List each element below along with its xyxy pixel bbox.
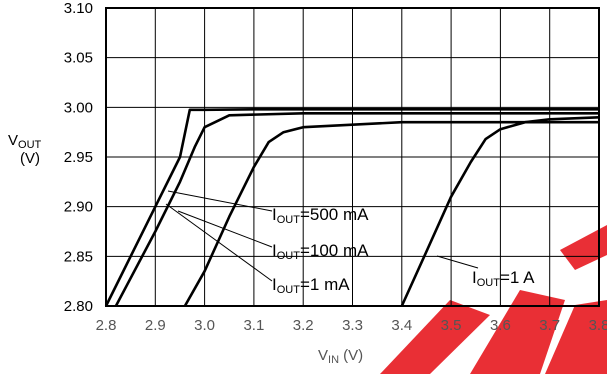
x-tick-label: 2.9 [145,317,166,334]
x-axis-label-sub: IN [328,354,339,366]
y-tick-labels: 2.80 2.85 2.90 2.95 3.00 3.05 3.10 [64,0,93,315]
x-tick-label: 3.1 [243,317,264,334]
annotation-leader-0 [167,190,273,212]
y-axis-label-main: V [8,132,18,149]
series-line-2 [183,120,599,307]
y-tick-label: 3.00 [64,99,93,116]
y-tick-label: 2.95 [64,149,93,166]
plot-frame [105,7,600,307]
x-tick-label: 3.7 [539,317,560,334]
y-tick-label: 2.80 [64,298,93,315]
series-annotation-label: IOUT=100 mA [272,241,369,262]
x-tick-label: 3.8 [589,317,607,334]
series-annotation-label: IOUT=500 mA [272,205,369,226]
series-line-3 [400,116,600,307]
x-tick-label: 3.4 [391,317,412,334]
x-axis-label-unit: (V) [339,347,363,364]
y-tick-label: 2.85 [64,248,93,265]
annotation-leader-3 [436,255,479,269]
x-tick-label: 3.3 [342,317,363,334]
y-tick-label: 3.10 [64,0,93,17]
x-axis-label: VIN (V) [318,347,363,366]
watermark-logo [380,225,607,374]
x-tick-label: 3.2 [293,317,314,334]
annotation-leader-1 [177,210,273,248]
series-line-0 [104,108,599,307]
x-tick-label: 3.6 [490,317,511,334]
x-tick-label: 3.5 [441,317,462,334]
y-tick-label: 3.05 [64,50,93,67]
series-line-1 [114,112,599,307]
y-axis-label: VOUT [8,132,42,151]
series-annotation-label: IOUT=1 mA [272,275,350,296]
y-axis-unit: (V) [20,150,40,167]
series-annotation-label: IOUT=1 A [472,268,535,289]
series-annotations: IOUT=500 mA IOUT=100 mA IOUT=1 mA IOUT=1 A [272,205,535,296]
series-lines [104,108,600,307]
x-tick-label: 3.0 [194,317,215,334]
x-tick-labels: 2.8 2.9 3.0 3.1 3.2 3.3 3.4 3.5 3.6 3.7 3.8 [96,317,607,334]
y-axis-label-sub: OUT [18,139,42,151]
x-axis-label-main: V [318,347,328,364]
annotation-leader-2 [165,203,273,282]
x-tick-label: 2.8 [96,317,117,334]
annotation-leaders [165,190,479,282]
y-tick-label: 2.90 [64,199,93,216]
